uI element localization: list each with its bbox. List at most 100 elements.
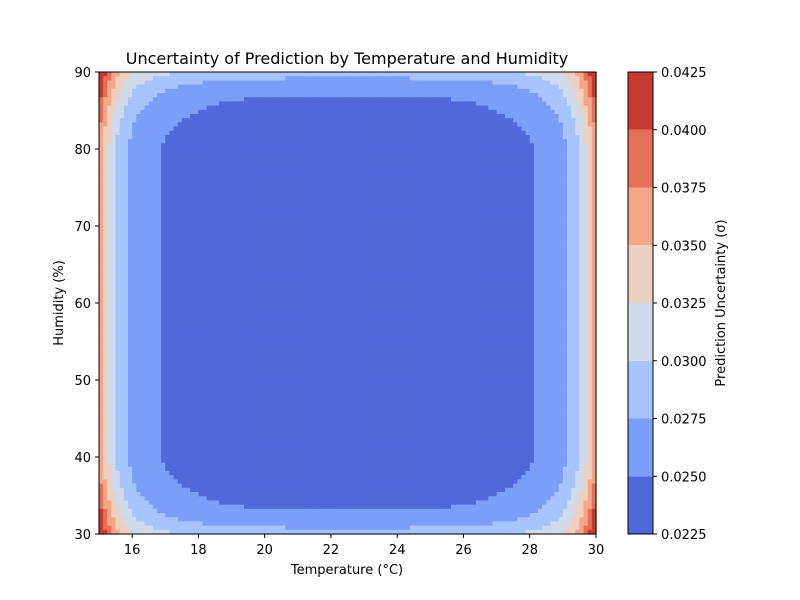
contour-cell bbox=[140, 311, 146, 317]
contour-cell bbox=[260, 122, 266, 128]
contour-cell bbox=[223, 298, 228, 304]
contour-cell bbox=[260, 202, 266, 207]
contour-cell bbox=[161, 122, 166, 128]
contour-cell bbox=[185, 361, 191, 367]
contour-cell bbox=[132, 109, 137, 115]
contour-cell bbox=[181, 126, 187, 132]
contour-cell bbox=[103, 345, 108, 350]
contour-cell bbox=[148, 420, 154, 426]
contour-cell bbox=[152, 84, 158, 90]
contour-cell bbox=[190, 382, 195, 388]
contour-cell bbox=[190, 231, 195, 237]
contour-cell bbox=[227, 227, 233, 233]
contour-cell bbox=[165, 328, 171, 333]
contour-cell bbox=[256, 286, 262, 291]
contour-cell bbox=[156, 517, 162, 522]
contour-cell bbox=[219, 357, 224, 363]
contour-cell bbox=[177, 303, 183, 308]
contour-cell bbox=[260, 244, 266, 249]
contour-cell bbox=[268, 294, 274, 300]
contour-cell bbox=[165, 105, 171, 111]
contour-cell bbox=[223, 450, 228, 455]
contour-cell bbox=[190, 286, 195, 291]
contour-cell bbox=[252, 424, 257, 430]
contour-cell bbox=[177, 353, 183, 359]
contour-cell bbox=[235, 403, 241, 409]
contour-cell bbox=[148, 353, 154, 359]
contour-cell bbox=[115, 168, 121, 174]
contour-cell bbox=[219, 479, 224, 485]
contour-cell bbox=[206, 345, 212, 350]
contour-cell bbox=[256, 403, 262, 409]
contour-cell bbox=[123, 256, 129, 262]
contour-cell bbox=[185, 500, 191, 506]
contour-cell bbox=[272, 273, 278, 279]
contour-cell bbox=[272, 114, 278, 119]
contour-cell bbox=[132, 72, 137, 77]
contour-cell bbox=[198, 454, 204, 459]
contour-cell bbox=[185, 466, 191, 472]
contour-cell bbox=[190, 109, 195, 115]
contour-cell bbox=[194, 433, 199, 438]
contour-cell bbox=[272, 391, 278, 396]
contour-cell bbox=[227, 433, 233, 438]
contour-cell bbox=[107, 357, 113, 363]
contour-cell bbox=[277, 139, 282, 144]
contour-cell bbox=[214, 261, 220, 266]
contour-cell bbox=[177, 307, 183, 312]
contour-cell bbox=[285, 193, 291, 199]
contour-cell bbox=[194, 475, 199, 480]
contour-cell bbox=[260, 109, 266, 115]
contour-cell bbox=[190, 345, 195, 350]
contour-cell bbox=[235, 529, 241, 535]
contour-cell bbox=[272, 286, 278, 291]
contour-cell bbox=[99, 231, 104, 237]
contour-cell bbox=[156, 282, 162, 287]
contour-cell bbox=[272, 227, 278, 233]
contour-cell bbox=[123, 181, 129, 186]
contour-cell bbox=[260, 147, 266, 153]
contour-cell bbox=[248, 328, 253, 333]
contour-cell bbox=[252, 332, 257, 338]
contour-cell bbox=[268, 492, 274, 497]
contour-cell bbox=[252, 475, 257, 480]
contour-cell bbox=[239, 193, 245, 199]
contour-cell bbox=[256, 420, 262, 426]
contour-cell bbox=[169, 496, 175, 501]
contour-cell bbox=[231, 521, 237, 527]
contour-cell bbox=[235, 471, 241, 476]
contour-cell bbox=[277, 88, 282, 94]
contour-cell bbox=[161, 303, 166, 308]
contour-cell bbox=[223, 340, 228, 346]
contour-cell bbox=[136, 76, 142, 81]
contour-cell bbox=[156, 143, 162, 149]
contour-cell bbox=[248, 441, 253, 447]
contour-cell bbox=[285, 130, 291, 136]
contour-cell bbox=[190, 378, 195, 384]
contour-cell bbox=[264, 492, 270, 497]
contour-cell bbox=[144, 466, 150, 472]
contour-cell bbox=[177, 529, 183, 535]
contour-cell bbox=[111, 177, 117, 182]
contour-cell bbox=[264, 181, 270, 186]
contour-cell bbox=[127, 143, 133, 149]
contour-cell bbox=[103, 193, 108, 199]
contour-cell bbox=[119, 252, 125, 258]
contour-cell bbox=[277, 172, 282, 178]
contour-cell bbox=[107, 252, 113, 258]
contour-cell bbox=[152, 496, 158, 501]
contour-cell bbox=[260, 72, 266, 77]
contour-cell bbox=[123, 189, 129, 195]
contour-cell bbox=[169, 500, 175, 506]
contour-cell bbox=[239, 181, 245, 186]
contour-cell bbox=[194, 277, 199, 283]
contour-cell bbox=[103, 156, 108, 161]
contour-cell bbox=[277, 496, 282, 501]
contour-cell bbox=[194, 328, 199, 333]
contour-cell bbox=[156, 172, 162, 178]
contour-cell bbox=[252, 340, 257, 346]
contour-cell bbox=[252, 345, 257, 350]
contour-cell bbox=[144, 458, 150, 464]
contour-cell bbox=[260, 80, 266, 86]
contour-cell bbox=[107, 101, 113, 107]
